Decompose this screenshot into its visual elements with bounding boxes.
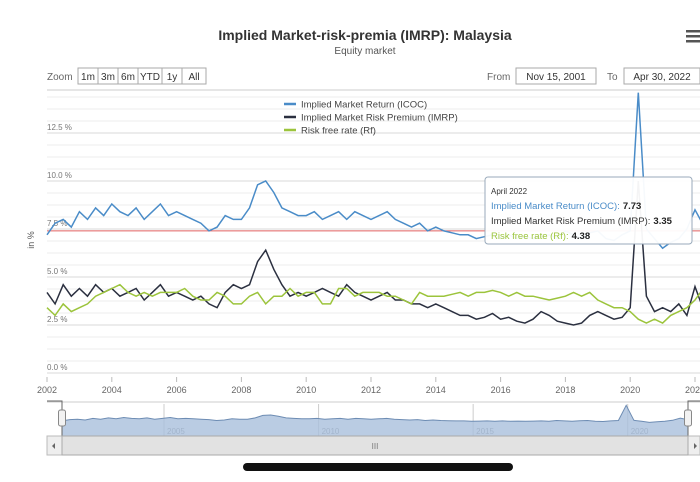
tooltip-row: Implied Market Return (ICOC): 7.73 <box>491 201 641 212</box>
home-indicator <box>243 463 513 471</box>
scroll-right-arrow-icon[interactable] <box>694 443 697 449</box>
to-label: To <box>607 72 618 83</box>
zoom-button-label: 6m <box>121 72 135 83</box>
x-tick-label: 2020 <box>620 385 640 395</box>
y-tick-label: 7.5 % <box>47 219 67 228</box>
navigator-handle-left[interactable] <box>58 409 66 427</box>
x-tick-label: 2008 <box>231 385 251 395</box>
zoom-button-label: All <box>188 72 199 83</box>
x-tick-label: 2016 <box>491 385 511 395</box>
navigator-handle-right[interactable] <box>684 409 692 427</box>
tooltip: April 2022 Implied Market Return (ICOC):… <box>484 176 693 245</box>
y-axis-label: in % <box>26 231 36 249</box>
navigator-series-area <box>61 404 689 437</box>
zoom-button-label: YTD <box>140 72 160 83</box>
y-tick-label: 5.0 % <box>47 267 67 276</box>
zoom-button-label: 3m <box>101 72 115 83</box>
menu-icon[interactable] <box>686 30 700 43</box>
scrollbar-grip-icon: III <box>372 442 379 451</box>
y-tick-label: 10.0 % <box>47 171 72 180</box>
navigator[interactable]: 2005201020152020III <box>46 400 700 456</box>
y-tick-label: 2.5 % <box>47 315 67 324</box>
legend-item[interactable]: Implied Market Return (ICOC) <box>301 100 427 111</box>
x-tick-label: 2014 <box>426 385 446 395</box>
zoom-button-label: 1m <box>81 72 95 83</box>
legend-item[interactable]: Implied Market Risk Premium (IMRP) <box>301 113 458 124</box>
to-date-value: Apr 30, 2022 <box>633 72 691 83</box>
zoom-label: Zoom <box>47 72 73 83</box>
series-line-rf <box>46 283 700 325</box>
x-tick-label: 2004 <box>102 385 122 395</box>
y-tick-label: 12.5 % <box>47 123 72 132</box>
legend-item[interactable]: Risk free rate (Rf) <box>301 126 376 137</box>
scrollbar-thumb[interactable] <box>61 435 689 456</box>
chart-title: Implied Market-risk-premia (IMRP): Malay… <box>218 27 512 43</box>
from-date-input[interactable] <box>515 67 597 85</box>
tooltip-date: April 2022 <box>491 187 528 196</box>
from-label: From <box>487 72 510 83</box>
y-tick-label: 0.0 % <box>47 363 67 372</box>
legend: Implied Market Return (ICOC) Implied Mark… <box>284 100 458 137</box>
to-date-input[interactable] <box>623 67 700 85</box>
tooltip-row: Risk free rate (Rf): 4.38 <box>491 231 590 242</box>
scroll-left-arrow-icon[interactable] <box>52 443 55 449</box>
x-tick-label: 2012 <box>361 385 381 395</box>
chart-subtitle: Equity market <box>334 46 395 57</box>
x-tick-label: 2018 <box>555 385 575 395</box>
from-date-value: Nov 15, 2001 <box>526 72 586 83</box>
x-tick-label: 2002 <box>37 385 57 395</box>
x-tick-label: 2022 <box>685 385 700 395</box>
x-tick-label: 2006 <box>167 385 187 395</box>
x-tick-label: 2010 <box>296 385 316 395</box>
series-line-imrp <box>46 180 700 326</box>
tooltip-row: Implied Market Risk Premium (IMRP): 3.35 <box>491 216 673 227</box>
zoom-button-label: 1y <box>167 72 178 83</box>
zoom-button-all[interactable] <box>181 67 207 85</box>
